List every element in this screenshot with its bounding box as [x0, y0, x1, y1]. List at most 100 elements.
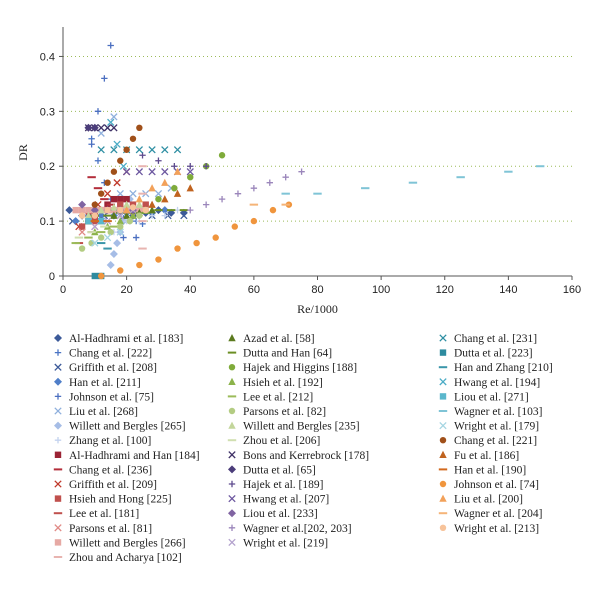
legend-item: Dutta et al. [223]	[439, 348, 533, 360]
x-tick-label-1: 20	[121, 284, 133, 296]
legend-item: Liou et al. [233]	[228, 508, 318, 520]
point-s27-2	[148, 168, 156, 176]
point-s1-0	[88, 135, 95, 142]
point-s16-5	[148, 206, 156, 214]
point-s34-0	[107, 118, 115, 126]
point-s14-2	[85, 206, 92, 214]
point-s22-2	[110, 203, 118, 211]
point-s21-3	[107, 228, 114, 236]
legend-label-10: Griffith et al. [209]	[69, 479, 157, 491]
point-s19-3	[129, 211, 137, 219]
legend-label-43: Wagner et al. [204]	[454, 508, 542, 520]
legend-label-3: Han et al. [211]	[69, 377, 141, 389]
legend-label-44: Wright et al. [213]	[454, 523, 539, 535]
legend-item: Hsieh et al. [192]	[228, 377, 323, 389]
legend-marker-14	[54, 539, 62, 546]
point-s41-8	[250, 217, 258, 225]
point-s38-7	[136, 124, 143, 131]
series-34	[107, 118, 128, 170]
point-s26-4	[202, 163, 210, 170]
legend-item: Parsons et al. [82]	[228, 406, 326, 418]
point-s29-1	[202, 201, 210, 208]
legend-item: Willett and Bergles [266]	[54, 537, 186, 549]
legend-label-18: Hajek and Higgins [188]	[243, 362, 357, 374]
point-s42-1	[135, 195, 144, 203]
legend-item: Liou et al. [271]	[439, 391, 529, 403]
point-s38-6	[129, 135, 137, 142]
legend-label-25: Dutta et al. [65]	[243, 464, 316, 476]
series-20	[71, 225, 119, 245]
point-s41-7	[231, 223, 238, 230]
point-s27-0	[122, 168, 131, 176]
point-s25-1	[90, 123, 99, 132]
legend-item: Wagner et al. [204]	[438, 508, 542, 520]
legend-label-39: Fu et al. [186]	[454, 450, 519, 462]
point-s22-0	[84, 211, 93, 219]
legend-item: Hajek et al. [189]	[228, 479, 323, 491]
point-s8-6	[123, 195, 130, 203]
point-s31-4	[148, 146, 156, 154]
series-33	[96, 242, 112, 250]
point-s44-5	[142, 206, 149, 214]
legend-item: Wagner et al. [103]	[438, 406, 542, 418]
series-31	[97, 146, 182, 154]
legend-item: Zhou and Acharya [102]	[53, 552, 182, 564]
x-tick-label-8: 160	[563, 284, 581, 296]
point-s22-4	[135, 200, 144, 208]
point-s21-4	[117, 223, 124, 230]
point-s14-0	[72, 206, 79, 214]
legend-marker-0	[54, 334, 62, 342]
point-s4-0	[88, 141, 95, 148]
point-s41-0	[97, 272, 105, 280]
legend-marker-19	[228, 377, 236, 385]
point-s3-0	[71, 217, 80, 226]
legend-item: Liu et al. [200]	[439, 494, 523, 506]
y-tick-label-1: 0.1	[40, 216, 55, 228]
point-s6-0	[106, 261, 115, 270]
point-s26-3	[187, 163, 194, 170]
point-s16-3	[122, 211, 131, 219]
legend-marker-39	[439, 450, 447, 458]
legend-item: Azad et al. [58]	[228, 333, 315, 345]
legend-item: Dutta and Han [64]	[227, 348, 332, 360]
legend-marker-28	[228, 509, 236, 518]
point-s44-2	[104, 206, 111, 214]
series-26	[139, 152, 210, 170]
legend-label-8: Al-Hadhrami and Han [184]	[69, 450, 200, 462]
series-41	[97, 201, 293, 280]
legend-item: Fu et al. [186]	[439, 450, 519, 462]
legend-label-7: Zhang et al. [100]	[69, 435, 151, 447]
legend-item: Han and Zhang [210]	[438, 362, 553, 374]
point-s42-2	[148, 184, 156, 192]
point-s18-4	[218, 152, 226, 159]
point-s44-1	[91, 212, 99, 219]
point-s35-0	[85, 217, 92, 225]
point-s8-5	[117, 195, 124, 203]
point-s29-5	[266, 179, 273, 186]
point-s31-5	[161, 146, 169, 154]
legend-label-20: Lee et al. [212]	[243, 391, 313, 403]
point-s37-0	[91, 239, 99, 247]
point-s31-6	[173, 146, 182, 154]
point-s44-0	[78, 212, 86, 219]
series-22	[84, 200, 144, 219]
legend-marker-34	[439, 378, 447, 386]
legend-marker-1	[54, 349, 62, 356]
point-s21-1	[88, 239, 95, 247]
point-s5-0	[97, 129, 105, 137]
x-tick-label-2: 40	[184, 284, 196, 296]
legend-marker-30	[228, 538, 236, 547]
series-37	[91, 228, 124, 247]
point-s41-4	[174, 245, 181, 252]
point-s18-1	[171, 184, 178, 192]
point-s38-4	[117, 157, 124, 164]
axes: 0 0.1 0.2 0.3 0.4 0 20 40 60 80 100 120 140 160	[40, 27, 581, 296]
legend-label-17: Dutta and Han [64]	[243, 348, 332, 360]
point-s34-1	[113, 140, 121, 148]
legend: Al-Hadhrami et al. [183] Chang et al. [22…	[53, 333, 553, 564]
point-s28-1	[90, 206, 99, 215]
point-s8-4	[110, 195, 118, 203]
y-tick-label-3: 0.3	[40, 106, 55, 118]
legend-marker-44	[439, 524, 447, 531]
point-s4-2	[101, 75, 108, 82]
